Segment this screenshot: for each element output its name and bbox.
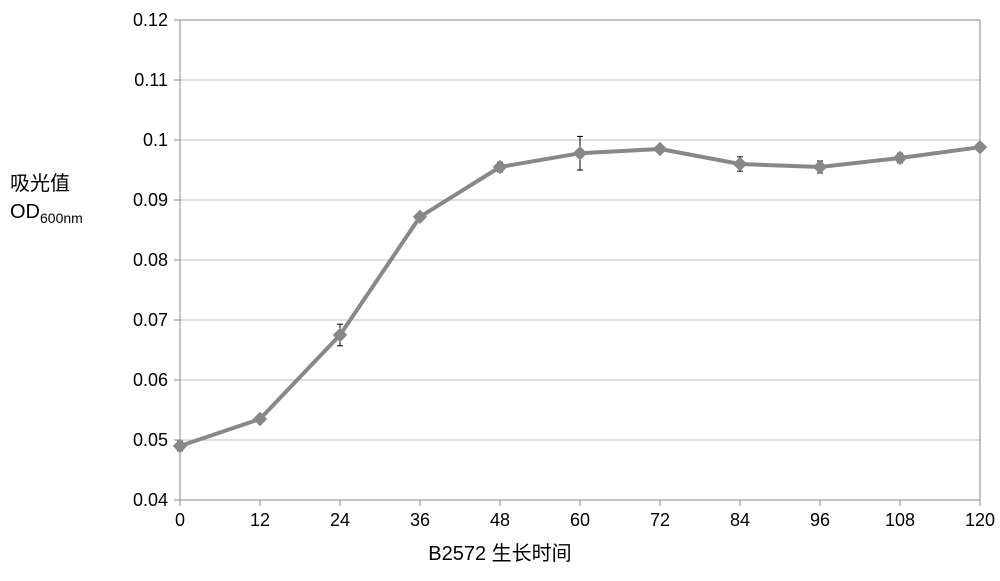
svg-text:0.04: 0.04 [133,490,168,510]
svg-text:36: 36 [410,510,430,530]
svg-text:0.08: 0.08 [133,250,168,270]
growth-curve-chart: 0.04 0.05 0.06 0.07 0.08 0.09 0.1 0.11 0.12 0 12 24… [0,0,1000,581]
x-axis-label: B2572 生长时间 [0,537,1000,566]
svg-text:0.12: 0.12 [133,10,168,30]
svg-text:0: 0 [175,510,185,530]
svg-text:0.09: 0.09 [133,190,168,210]
svg-text:0.07: 0.07 [133,310,168,330]
svg-text:84: 84 [730,510,750,530]
y-axis-label: 吸光值 OD600nm [10,170,83,229]
y-axis-label-line2-prefix: OD [10,201,40,223]
svg-text:0.1: 0.1 [143,130,168,150]
y-axis-label-line1: 吸光值 [10,173,70,195]
svg-text:24: 24 [330,510,350,530]
svg-text:12: 12 [250,510,270,530]
svg-text:108: 108 [885,510,915,530]
svg-text:0.05: 0.05 [133,430,168,450]
svg-text:0.11: 0.11 [134,70,168,90]
y-axis-label-line2-sub: 600nm [40,210,83,226]
svg-text:120: 120 [965,510,995,530]
svg-text:0.06: 0.06 [133,370,168,390]
svg-text:60: 60 [570,510,590,530]
svg-text:48: 48 [490,510,510,530]
svg-text:72: 72 [650,510,670,530]
chart-svg: 0.04 0.05 0.06 0.07 0.08 0.09 0.1 0.11 0.12 0 12 24… [0,0,1000,581]
svg-text:96: 96 [810,510,830,530]
